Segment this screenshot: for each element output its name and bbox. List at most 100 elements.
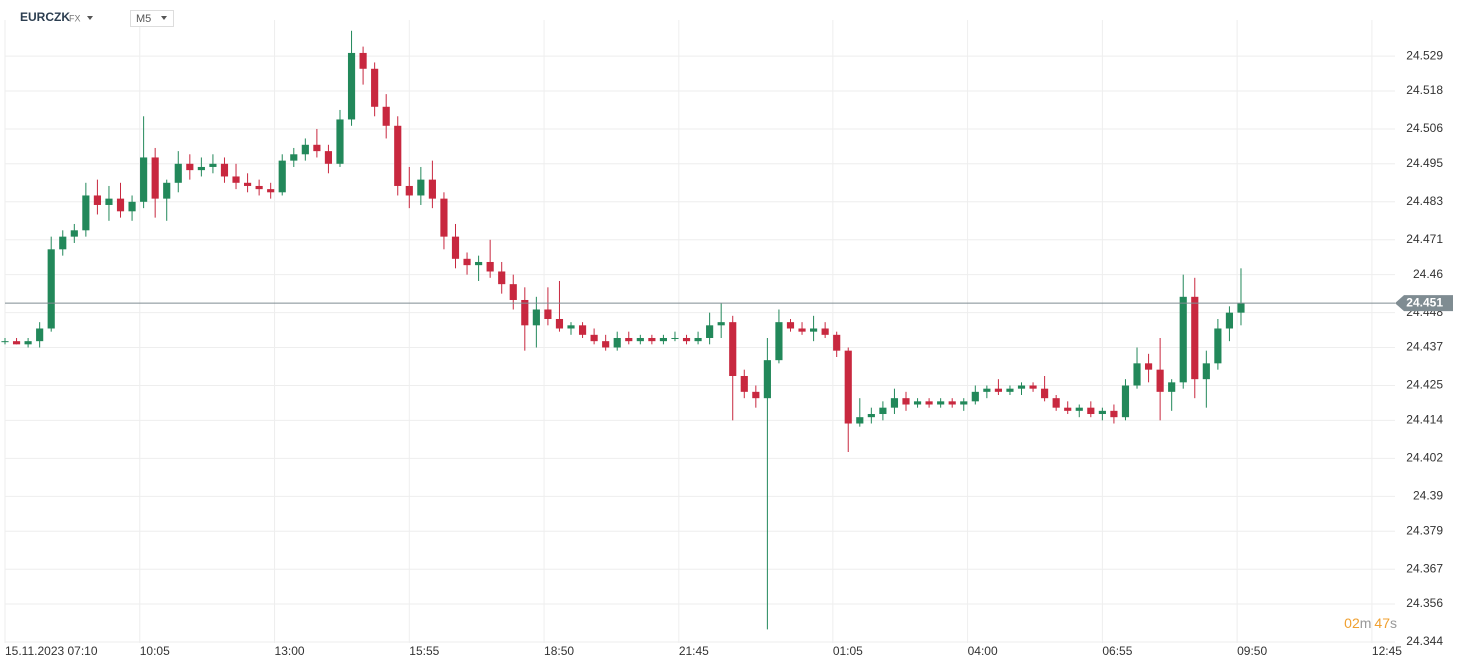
symbol-dropdown-arrow[interactable] <box>87 16 93 20</box>
countdown-seconds-unit: s <box>1390 615 1397 631</box>
candle-body <box>694 337 702 342</box>
candle-body <box>463 258 471 266</box>
candle-body <box>925 401 933 405</box>
y-tick-label: 24.39 <box>1413 489 1443 503</box>
candle-body <box>1052 398 1060 408</box>
countdown: 02m 47s <box>1344 615 1397 631</box>
candle-body <box>1168 382 1176 392</box>
candle-body <box>983 388 991 392</box>
candle-body <box>1098 410 1106 415</box>
candle-body <box>671 337 679 339</box>
candle-body <box>682 337 691 342</box>
candle-body <box>648 337 656 342</box>
candle-body <box>324 151 333 164</box>
candle-body <box>47 249 55 329</box>
candle-body <box>220 163 229 177</box>
candle-body <box>394 125 402 186</box>
y-tick-label: 24.402 <box>1406 451 1443 465</box>
y-tick-label: 24.367 <box>1406 561 1443 575</box>
x-tick-label: 12:45 <box>1372 644 1402 658</box>
x-tick-label: 10:05 <box>140 644 170 658</box>
candle-body <box>371 68 379 107</box>
candle-body <box>960 401 968 405</box>
candle-body <box>1156 369 1164 392</box>
timeframe-dropdown-arrow[interactable] <box>161 16 167 20</box>
candle-body <box>833 334 841 351</box>
candle-body <box>913 401 922 405</box>
candle-body <box>544 309 552 319</box>
candle-body <box>359 52 367 69</box>
candle-body <box>763 360 771 399</box>
candle-body <box>844 350 852 424</box>
candle-body <box>1237 303 1245 313</box>
candle-body <box>24 341 32 345</box>
candle-body <box>602 341 610 348</box>
candle-body <box>197 166 205 171</box>
y-tick-label: 24.529 <box>1406 48 1443 62</box>
y-tick-label: 24.518 <box>1406 83 1443 97</box>
candle-body <box>209 163 217 167</box>
y-tick-label: 24.471 <box>1406 232 1443 246</box>
symbol[interactable]: EURCZK <box>20 10 70 24</box>
timeframe-box[interactable] <box>130 10 174 27</box>
y-tick-label: 24.379 <box>1406 523 1443 537</box>
candle-body <box>798 328 806 332</box>
x-tick-label: 01:05 <box>833 644 863 658</box>
candle-body <box>36 328 44 342</box>
candle-body <box>578 325 587 335</box>
timeframe[interactable]: M5 <box>136 13 151 25</box>
candle-body <box>313 144 321 152</box>
candle-body <box>93 195 101 205</box>
candle-body <box>82 195 90 231</box>
candle-body <box>417 179 425 196</box>
candle-body <box>1 341 9 343</box>
candle-body <box>971 391 979 402</box>
candle-body <box>128 201 136 212</box>
candle-body <box>1075 407 1083 411</box>
candle-body <box>821 328 829 335</box>
x-tick-label: 13:00 <box>275 644 305 658</box>
candle-body <box>1087 407 1095 415</box>
candle-body <box>625 337 633 342</box>
candle-body <box>532 309 540 326</box>
candle-body <box>902 398 910 405</box>
candle-body <box>1017 385 1026 389</box>
candle-body <box>1202 363 1210 380</box>
y-tick-label: 24.356 <box>1406 596 1443 610</box>
candle-body <box>613 337 621 348</box>
candle-body <box>937 401 945 405</box>
candle-body <box>521 299 529 326</box>
y-tick-label: 24.483 <box>1406 194 1443 208</box>
candle-body <box>1225 312 1234 329</box>
y-tick-label: 24.495 <box>1406 156 1443 170</box>
x-tick-label: 21:45 <box>679 644 709 658</box>
candle-body <box>116 198 125 212</box>
y-tick-label: 24.344 <box>1406 634 1443 648</box>
candle-body <box>498 271 506 285</box>
x-tick-label: 09:50 <box>1237 644 1267 658</box>
candle-body <box>1006 388 1014 392</box>
candle-body <box>1110 410 1118 418</box>
candle-body <box>729 322 737 376</box>
x-tick-label: 04:00 <box>968 644 998 658</box>
candle-body <box>706 325 714 338</box>
candle-body <box>1041 388 1049 399</box>
candle-body <box>509 284 517 300</box>
candle-body <box>440 198 448 237</box>
candle-body <box>1121 385 1130 418</box>
candle-body <box>267 189 275 193</box>
y-tick-label: 24.437 <box>1406 340 1443 354</box>
countdown-minutes-unit: m <box>1360 615 1372 631</box>
candle-body <box>405 185 413 196</box>
candle-body <box>428 179 436 199</box>
candle-body <box>555 318 564 329</box>
candle-body <box>232 176 240 183</box>
candle-body <box>475 261 483 266</box>
market: FX <box>69 13 81 23</box>
y-tick-label: 24.506 <box>1406 121 1443 135</box>
candle-body <box>347 52 356 120</box>
candle-body <box>1133 363 1141 386</box>
candle-body <box>775 322 783 361</box>
candle-body <box>752 391 760 399</box>
x-tick-label: 18:50 <box>544 644 574 658</box>
